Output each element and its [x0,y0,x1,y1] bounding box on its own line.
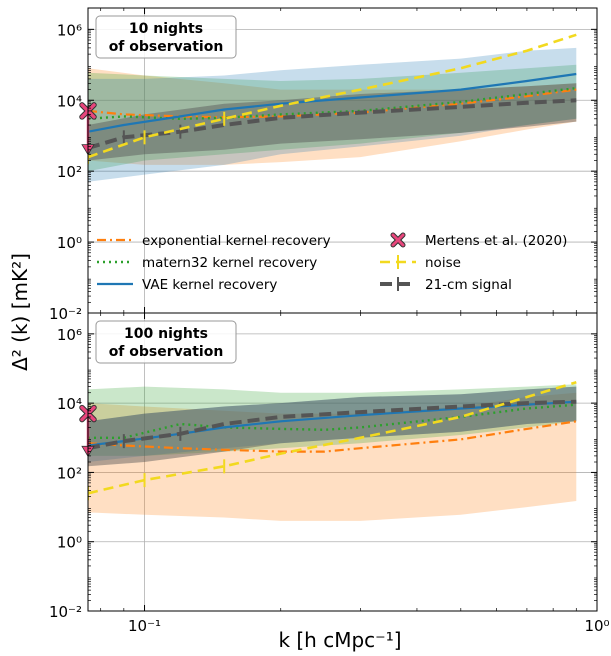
y-axis-label: Δ² (k) [mK²] [8,253,32,371]
vae-band [88,47,577,182]
matern32-line [88,86,577,121]
signal-line [88,399,577,451]
matern32-band [88,384,577,456]
legend-marker [391,233,405,247]
y-tick-label: 10⁶ [57,326,82,344]
matern32-band [88,64,577,172]
legend-item-exponential: exponential kernel recovery [97,233,331,249]
legend-label-exponential: exponential kernel recovery [142,233,331,249]
y-tick-label: 10⁻² [49,305,82,323]
panel-title-box [95,320,237,364]
y-tick-label: 10⁶ [57,21,82,39]
y-tick-label: 10⁻² [49,603,82,621]
x-axis-label: k [h cMpc⁻¹] [278,628,401,652]
panel-title-line1: 100 nights [124,326,208,342]
legend-label-matern32: matern32 kernel recovery [142,255,317,271]
y-ticks: 10⁻² 10⁰ 10² 10⁴ 10⁶ [49,326,597,621]
y-tick-label: 10⁴ [57,92,82,110]
x-ticks [100,8,598,313]
vae-line [88,72,577,133]
plot-area [88,33,577,182]
plot-area [88,381,577,521]
y-tick-label: 10⁰ [57,534,82,552]
matern32-line [88,403,577,439]
y-tick-label: 10² [57,163,82,181]
legend-item-vae: VAE kernel recovery [97,277,277,293]
legend-label-vae: VAE kernel recovery [142,277,277,293]
noise-line [88,381,577,495]
x-ticks: 10⁻¹ 10⁰ [100,313,610,635]
panel-title-box [95,15,237,59]
legend-item-mertens: Mertens et al. (2020) [390,232,567,249]
legend-item-matern32: matern32 kernel recovery [97,255,317,271]
panel-title-line1: 10 nights [129,21,203,37]
noise-line [88,33,577,159]
exponential-band [88,68,577,165]
legend-label-mertens: Mertens et al. (2020) [425,233,567,249]
y-tick-label: 10² [57,464,82,482]
legend-label-noise: noise [425,255,461,271]
bottom-panel: 10⁻² 10⁰ 10² 10⁴ 10⁶ 10⁻¹ 10⁰ 100 nights of obse… [49,312,610,635]
y-tick-label: 10⁴ [57,395,82,413]
signal-line [88,98,577,150]
x-tick-label: 10⁻¹ [128,617,161,635]
y-ticks: 10⁻² 10⁰ 10² 10⁴ 10⁶ [49,21,597,323]
exponential-line [88,88,577,119]
legend-item-signal: 21-cm signal [380,277,512,293]
x-tick-label: 10⁰ [584,617,609,635]
legend-item-noise: noise [380,255,461,271]
legend-label-signal: 21-cm signal [425,277,512,293]
legend: exponential kernel recovery matern32 kern… [97,232,567,293]
panel-title-line2: of observation [109,39,224,55]
exponential-band [88,392,577,521]
exponential-line [88,420,577,453]
panel-title-line2: of observation [109,344,224,360]
top-panel: 10⁻² 10⁰ 10² 10⁴ 10⁶ 10 nights of observation [49,7,598,323]
y-tick-label: 10⁰ [57,234,82,252]
